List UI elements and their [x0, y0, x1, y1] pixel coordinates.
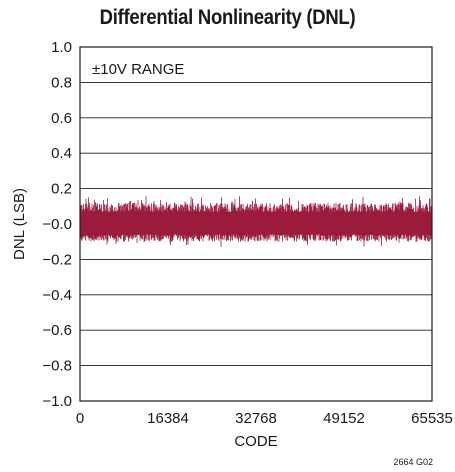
y-tick-label: 0.8	[51, 74, 72, 91]
chart-title: Differential Nonlinearity (DNL)	[99, 6, 356, 29]
y-tick-label: −0.8	[42, 358, 72, 375]
x-tick-label: 16384	[147, 410, 189, 427]
x-tick-labels: 0 16384 32768 49152 65535	[76, 410, 453, 427]
y-tick-label: −0.6	[42, 322, 72, 339]
x-tick-label: 0	[76, 410, 84, 427]
dnl-series	[79, 196, 433, 247]
y-tick-label: 0.2	[51, 181, 72, 198]
dnl-band-core	[80, 211, 432, 235]
y-tick-label: 0.6	[51, 110, 72, 127]
y-tick-labels: 1.0 0.8 0.6 0.4 0.2 −0.0 −0.2 −0.4 −0.6 −0.8 −1.0	[42, 39, 72, 410]
x-tick-label: 32768	[235, 410, 277, 427]
y-tick-label: −0.4	[42, 287, 72, 304]
y-tick-label: −1.0	[42, 393, 72, 410]
x-tick-label: 49152	[323, 410, 365, 427]
y-tick-label: −0.0	[42, 216, 72, 233]
plot-frame	[79, 46, 433, 402]
y-tick-label: −0.2	[42, 251, 72, 268]
y-tick-label: 1.0	[51, 39, 72, 56]
y-axis-label: DNL (LSB)	[11, 188, 28, 260]
figure-id: 2664 G02	[393, 457, 433, 467]
x-axis-label: CODE	[234, 433, 277, 450]
x-tick-label: 65535	[411, 410, 453, 427]
range-annotation: ±10V RANGE	[92, 61, 184, 78]
y-tick-label: 0.4	[51, 145, 72, 162]
